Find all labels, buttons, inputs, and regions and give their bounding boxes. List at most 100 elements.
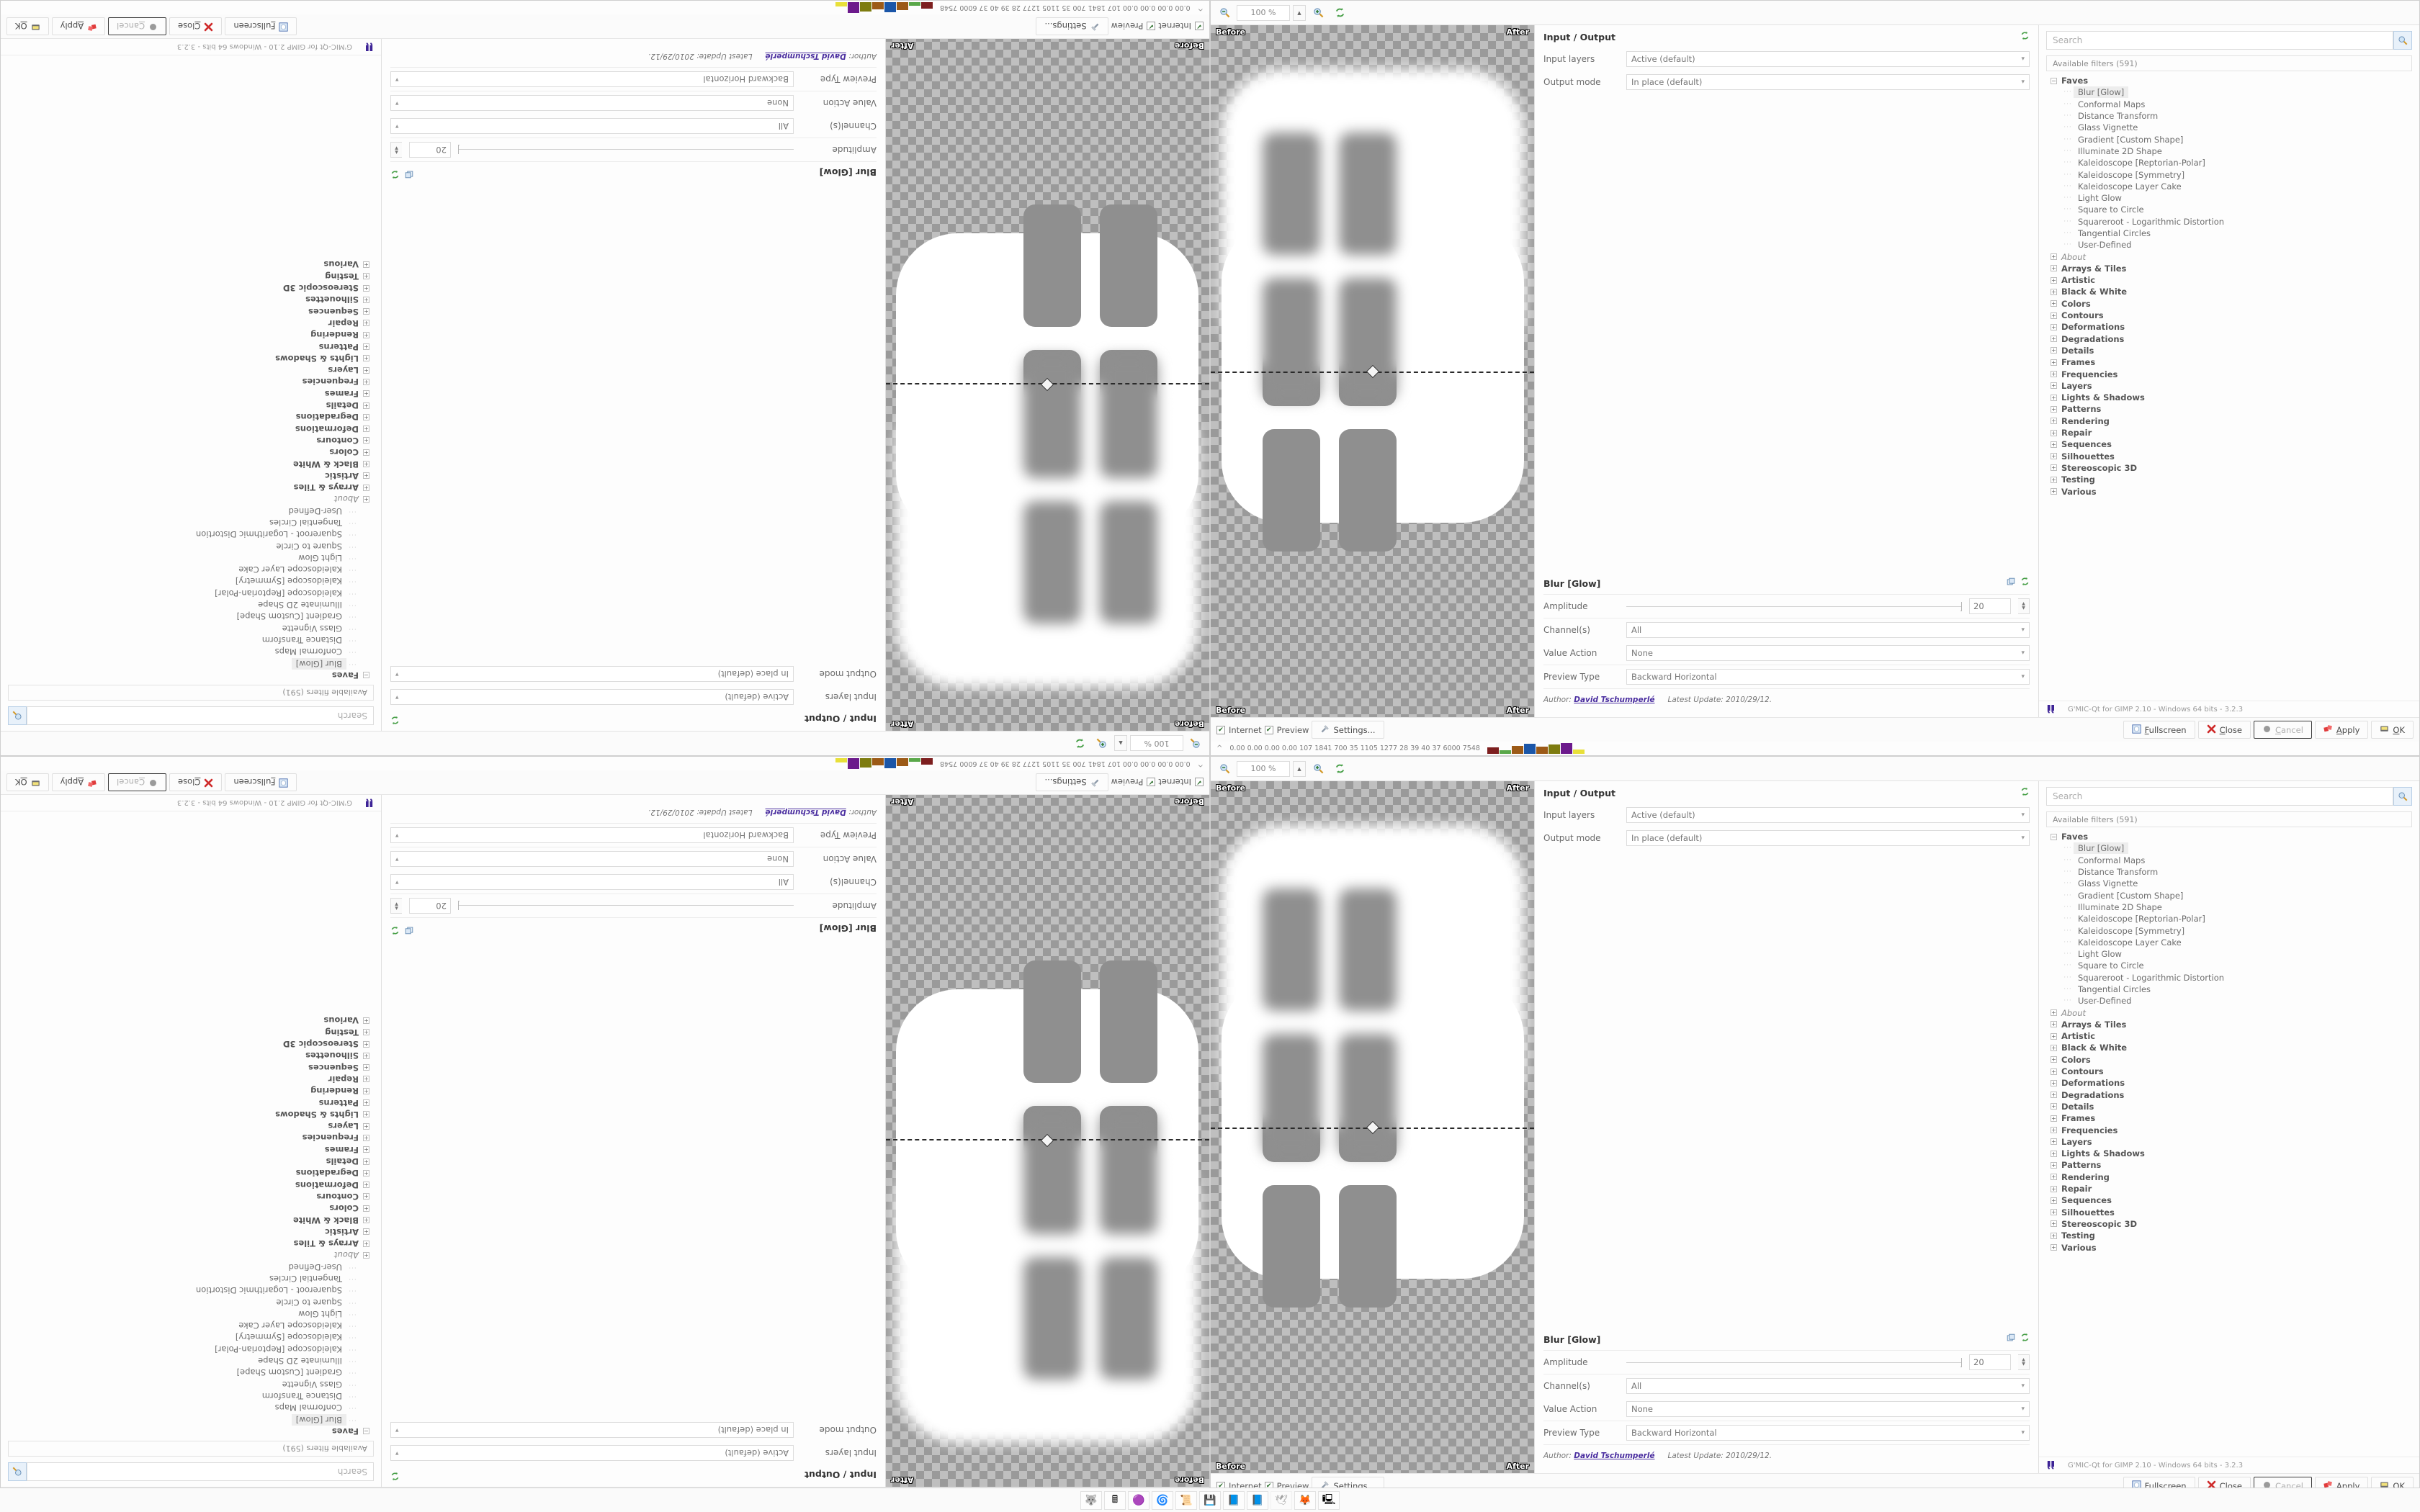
filter-category[interactable]: + Repair (8, 318, 374, 329)
filter-category[interactable]: + Frames (8, 388, 374, 400)
apply-button[interactable]: Apply (51, 773, 106, 791)
zoom-value[interactable]: 100 % (1130, 735, 1183, 752)
chevron-down-icon[interactable]: ▲ (1114, 735, 1127, 752)
filter-category[interactable]: + Contours (2046, 310, 2412, 321)
filter-tree[interactable]: − Faves ··· Blur [Glow] ··· Conformal Maps ···… (8, 58, 374, 683)
filter-item-label[interactable]: Squareroot - Logarithmic Distortion (2078, 216, 2225, 227)
expand-icon[interactable]: + (363, 308, 369, 315)
param-amplitude-slider[interactable] (1626, 598, 1962, 614)
chevron-up-icon[interactable]: ^ (1197, 760, 1204, 768)
filter-category[interactable]: + Deformations (8, 423, 374, 434)
expand-icon[interactable]: + (363, 1122, 369, 1130)
filter-category[interactable]: + Silhouettes (8, 294, 374, 305)
blender-icon[interactable]: 🌀 (1152, 1490, 1173, 1510)
search-input[interactable]: Search (27, 1462, 374, 1481)
firefox-icon[interactable]: 🦊 (1294, 1490, 1316, 1510)
expand-icon[interactable]: + (2051, 1161, 2057, 1169)
filter-category[interactable]: + Arrays & Tiles (2046, 1019, 2412, 1030)
internet-checkbox-box[interactable]: ✔ (1195, 22, 1204, 31)
filter-item-label[interactable]: Gradient [Custom Shape] (2078, 890, 2184, 901)
cancel-button[interactable]: Cancel (108, 17, 167, 35)
filter-category[interactable]: + Various (2046, 485, 2412, 497)
expand-icon[interactable]: + (363, 355, 369, 362)
expand-icon[interactable]: + (2051, 1220, 2057, 1228)
fullscreen-button[interactable]: Fullscreen (2123, 721, 2195, 739)
filter-category[interactable]: + Lights & Shadows (8, 1109, 374, 1120)
expand-icon[interactable]: + (2051, 1068, 2057, 1075)
filter-item[interactable]: ··· Light Glow (2046, 192, 2412, 204)
color-swatch[interactable] (1536, 747, 1548, 754)
filter-item-label[interactable]: Blur [Glow] (291, 1413, 346, 1426)
fullscreen-button[interactable]: Fullscreen (225, 773, 297, 791)
color-swatches[interactable] (1487, 743, 1585, 754)
filter-item-label[interactable]: Kaleidoscope [Reptorian-Polar] (215, 1344, 342, 1354)
expand-icon[interactable]: + (363, 1134, 369, 1141)
expand-icon[interactable]: + (2051, 1185, 2057, 1192)
filter-category[interactable]: + Deformations (2046, 1077, 2412, 1089)
expand-icon[interactable]: + (363, 472, 369, 480)
expand-icon[interactable]: + (363, 1099, 369, 1107)
filter-item-label[interactable]: Distance Transform (2078, 867, 2159, 878)
filter-item-label[interactable]: Light Glow (298, 552, 342, 563)
gimp-icon[interactable]: 🐺 (1080, 1490, 1102, 1510)
internet-checkbox[interactable]: ✔ Internet (1216, 725, 1262, 735)
expand-icon[interactable]: + (363, 1251, 369, 1259)
filter-item[interactable]: ··· Tangential Circles (2046, 984, 2412, 995)
param-value-action-select[interactable]: None (390, 851, 794, 867)
filter-item[interactable]: ··· Distance Transform (2046, 866, 2412, 878)
filter-item[interactable]: ··· Kaleidoscope Layer Cake (2046, 937, 2412, 948)
filter-item[interactable]: ··· Conformal Maps (2046, 99, 2412, 110)
preview-checkbox[interactable]: ✔ Preview (1264, 725, 1309, 735)
filter-item-label[interactable]: Kaleidoscope [Symmetry] (235, 1332, 342, 1343)
expand-icon[interactable]: + (363, 343, 369, 351)
expand-icon[interactable]: + (2051, 1044, 2057, 1051)
expand-icon[interactable]: + (363, 1029, 369, 1036)
close-button[interactable]: Close (169, 17, 223, 35)
duplicate-icon[interactable] (404, 922, 414, 935)
expand-icon[interactable]: + (363, 273, 369, 280)
color-swatch[interactable] (860, 2, 872, 12)
duplicate-icon[interactable] (404, 166, 414, 179)
refresh-icon[interactable] (390, 1469, 400, 1481)
expand-icon[interactable]: + (2051, 265, 2057, 272)
reset-zoom-icon[interactable] (1071, 735, 1090, 752)
expand-icon[interactable]: + (363, 1182, 369, 1189)
filter-item-label[interactable]: Square to Circle (2078, 960, 2144, 971)
filter-category[interactable]: + Layers (2046, 380, 2412, 392)
filter-category[interactable]: + Silhouettes (2046, 1207, 2412, 1218)
filter-category[interactable]: + Degradations (8, 1167, 374, 1179)
expand-icon[interactable]: + (2051, 276, 2057, 284)
filter-tree[interactable]: − Faves ··· Blur [Glow] ··· Conformal Maps ···… (2046, 829, 2412, 1454)
filter-category[interactable]: + Silhouettes (8, 1050, 374, 1061)
expand-icon[interactable]: + (363, 1169, 369, 1176)
filter-category-faves[interactable]: − Faves (8, 670, 374, 681)
filter-item-label[interactable]: Glass Vignette (2078, 122, 2138, 133)
filter-item-label[interactable]: Gradient [Custom Shape] (236, 611, 342, 622)
param-value-action-select[interactable]: None (390, 95, 794, 111)
filter-item-label[interactable]: Blur [Glow] (291, 657, 346, 670)
settings-button[interactable]: Settings... (1036, 17, 1108, 35)
filter-category[interactable]: + Frequencies (2046, 368, 2412, 379)
filter-item-label[interactable]: Light Glow (298, 1308, 342, 1319)
expand-icon[interactable]: + (363, 1111, 369, 1118)
expand-icon[interactable]: + (363, 461, 369, 468)
expand-icon[interactable]: + (2051, 253, 2057, 261)
reset-zoom-icon[interactable] (1330, 4, 1349, 22)
filter-item[interactable]: ··· Kaleidoscope Layer Cake (2046, 181, 2412, 192)
param-channels-select[interactable]: All (390, 118, 794, 134)
filter-item-label[interactable]: User-Defined (2078, 240, 2132, 251)
chevron-up-icon[interactable]: ^ (1216, 744, 1223, 752)
output-mode-select[interactable]: In place (default) (1626, 74, 2030, 90)
param-value-action-select[interactable]: None (1626, 1401, 2030, 1417)
param-amplitude-stepper[interactable]: ▲ ▼ (390, 898, 402, 914)
color-swatch[interactable] (921, 2, 933, 9)
filter-category[interactable]: + Repair (8, 1074, 374, 1085)
filter-item[interactable]: ··· Blur [Glow] (8, 1413, 374, 1426)
filter-category[interactable]: + About (8, 493, 374, 505)
expand-icon[interactable]: + (2051, 1056, 2057, 1063)
filter-item-label[interactable]: Conformal Maps (2078, 855, 2146, 865)
close-button[interactable]: Close (2197, 721, 2251, 739)
document-icon[interactable]: 📜 (1175, 1490, 1197, 1510)
refresh-icon[interactable] (2020, 787, 2030, 799)
filter-item[interactable]: ··· Light Glow (8, 552, 374, 564)
